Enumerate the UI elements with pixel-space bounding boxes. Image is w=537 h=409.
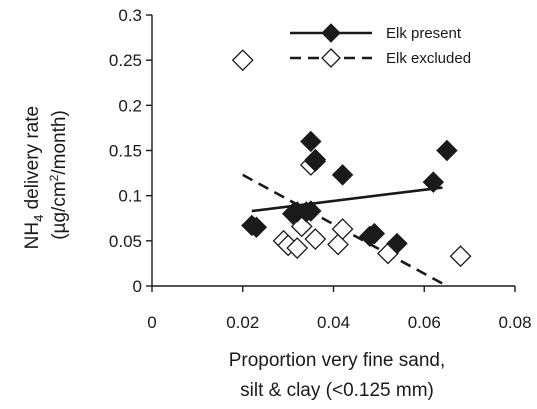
elk-excluded-point bbox=[231, 49, 254, 72]
legend-marker bbox=[321, 23, 341, 43]
elk-present-point bbox=[422, 171, 445, 193]
x-axis-title-line-2: silt & clay (<0.125 mm) bbox=[240, 380, 434, 401]
elk-present-point bbox=[363, 222, 386, 245]
elk-excluded-point bbox=[304, 228, 327, 250]
x-tick-label: 0.04 bbox=[317, 313, 350, 332]
legend-label: Elk present bbox=[386, 25, 462, 42]
elk-excluded-point bbox=[286, 237, 309, 259]
elk-excluded-point bbox=[449, 245, 472, 268]
x-tick-label: 0.02 bbox=[226, 313, 259, 332]
y-axis-ticks: 0 0.05 0.1 0.15 0.2 0.25 0.3 bbox=[109, 6, 152, 296]
x-tick-label: 0.08 bbox=[498, 313, 531, 332]
elk-present-point bbox=[245, 216, 268, 238]
elk-present-trendline bbox=[251, 186, 443, 213]
y-tick-label: 0.15 bbox=[109, 142, 142, 161]
y-tick-label: 0.05 bbox=[109, 232, 142, 251]
y-axis-title: NH4 delivery rate (µg/cm2/month) bbox=[22, 101, 70, 250]
y-tick-label: 0.25 bbox=[109, 51, 142, 70]
y-tick-label: 0.2 bbox=[118, 96, 142, 115]
y-tick-label: 0 bbox=[133, 277, 142, 296]
elk-present-point bbox=[300, 130, 322, 153]
x-axis-ticks: 0 0.02 0.04 0.06 0.08 bbox=[147, 286, 532, 332]
elk-excluded-point bbox=[331, 218, 354, 241]
plot-area bbox=[231, 49, 472, 288]
y-tick-label: 0.1 bbox=[118, 187, 142, 206]
x-axis-title-line-1: Proportion very fine sand, bbox=[229, 350, 446, 371]
data-points bbox=[231, 49, 472, 268]
elk-present-point bbox=[436, 139, 458, 162]
legend: Elk present Elk excluded bbox=[290, 23, 471, 68]
elk-present-point bbox=[300, 200, 322, 222]
x-tick-label: 0.06 bbox=[408, 313, 441, 332]
x-tick-label: 0 bbox=[147, 313, 156, 332]
y-tick-label: 0.3 bbox=[118, 6, 142, 25]
legend-label: Elk excluded bbox=[386, 50, 471, 67]
elk-present-point bbox=[386, 232, 408, 255]
elk-present-point bbox=[331, 164, 354, 186]
elk-present-point bbox=[304, 150, 327, 173]
legend-marker bbox=[321, 48, 341, 68]
